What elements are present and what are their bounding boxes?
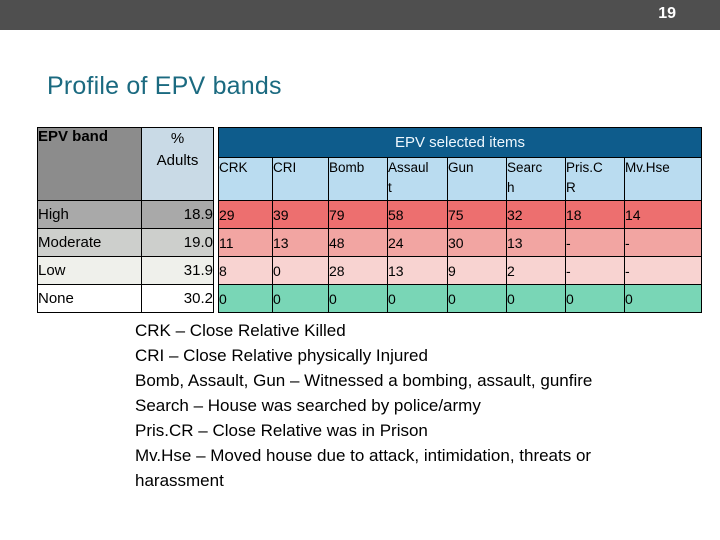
data-cell: 0 xyxy=(387,284,448,313)
footnotes: CRK – Close Relative Killed CRI – Close R… xyxy=(135,318,627,493)
footnote-line: Bomb, Assault, Gun – Witnessed a bombing… xyxy=(135,371,593,390)
data-cell: 48 xyxy=(328,228,388,257)
page-title: Profile of EPV bands xyxy=(47,72,282,100)
column-header: Assaul t xyxy=(387,157,448,201)
table-row: High 18.9 xyxy=(37,200,214,229)
epv-table: EPV band% Adults High 18.9 Moderate 19.0 Low 3… xyxy=(37,127,702,313)
data-cell: 58 xyxy=(387,200,448,229)
data-cell: 13 xyxy=(387,256,448,285)
page-number: 19 xyxy=(658,5,676,22)
data-cell: - xyxy=(565,256,625,285)
data-cell: 28 xyxy=(328,256,388,285)
data-cell: 2 xyxy=(506,256,566,285)
data-cell: 9 xyxy=(447,256,507,285)
data-cell: 11 xyxy=(218,228,273,257)
column-header: CRK xyxy=(218,157,273,201)
column-header: Searc h xyxy=(506,157,566,201)
data-cell: - xyxy=(624,256,702,285)
column-header: Pris.C R xyxy=(565,157,625,201)
table-row: Low 31.9 xyxy=(37,256,214,285)
data-cell: 0 xyxy=(218,284,273,313)
data-cell: - xyxy=(565,228,625,257)
table-row: 11 13 48 24 30 13- - xyxy=(218,228,702,257)
footnote-line: Mv.Hse – Moved house due to attack, inti… xyxy=(135,446,592,490)
data-cell: 0 xyxy=(447,284,507,313)
data-cell: 0 xyxy=(272,284,329,313)
pct-adults-value: 31.9 xyxy=(141,256,214,285)
data-cell: - xyxy=(624,228,702,257)
footnote-line: Pris.CR – Close Relative was in Prison xyxy=(135,421,428,440)
group-header: EPV selected items xyxy=(218,127,702,158)
data-cell: 24 xyxy=(387,228,448,257)
data-cell: 30 xyxy=(447,228,507,257)
pct-adults-header: % Adults xyxy=(141,127,214,201)
data-cell: 18 xyxy=(565,200,625,229)
table-row: Moderate 19.0 xyxy=(37,228,214,257)
data-cell: 13 xyxy=(506,228,566,257)
data-cell: 8 xyxy=(218,256,273,285)
footnote-line: Search – House was searched by police/ar… xyxy=(135,396,481,415)
top-bar: 19 xyxy=(0,0,720,30)
corner-header: EPV band xyxy=(37,127,142,201)
pct-adults-value: 18.9 xyxy=(141,200,214,229)
data-cell: 29 xyxy=(218,200,273,229)
data-cell: 0 xyxy=(272,256,329,285)
data-cell: 0 xyxy=(565,284,625,313)
band-table: EPV band% Adults High 18.9 Moderate 19.0 Low 3… xyxy=(37,127,214,313)
footnote-line: CRK – Close Relative Killed xyxy=(135,321,346,340)
footnote-line: CRI – Close Relative physically Injured xyxy=(135,346,428,365)
table-row: 29 39 79 58 75 32 18 14 xyxy=(218,200,702,229)
column-header: Mv.Hse xyxy=(624,157,702,201)
data-cell: 79 xyxy=(328,200,388,229)
data-cell: 39 xyxy=(272,200,329,229)
band-label: High xyxy=(37,200,142,229)
table-row: None 30.2 xyxy=(37,284,214,313)
data-cell: 0 xyxy=(328,284,388,313)
table-row: 8 0 28 13 9 2- - xyxy=(218,256,702,285)
pct-adults-value: 30.2 xyxy=(141,284,214,313)
band-label: None xyxy=(37,284,142,313)
data-cell: 13 xyxy=(272,228,329,257)
items-table: EPV selected items CRK CRI Bomb Assaul t Gun S… xyxy=(218,127,702,313)
data-cell: 0 xyxy=(624,284,702,313)
column-header: CRI xyxy=(272,157,329,201)
data-cell: 0 xyxy=(506,284,566,313)
band-label: Low xyxy=(37,256,142,285)
column-header: Gun xyxy=(447,157,507,201)
data-cell: 32 xyxy=(506,200,566,229)
data-cell: 75 xyxy=(447,200,507,229)
pct-adults-value: 19.0 xyxy=(141,228,214,257)
band-label: Moderate xyxy=(37,228,142,257)
data-cell: 14 xyxy=(624,200,702,229)
column-header: Bomb xyxy=(328,157,388,201)
